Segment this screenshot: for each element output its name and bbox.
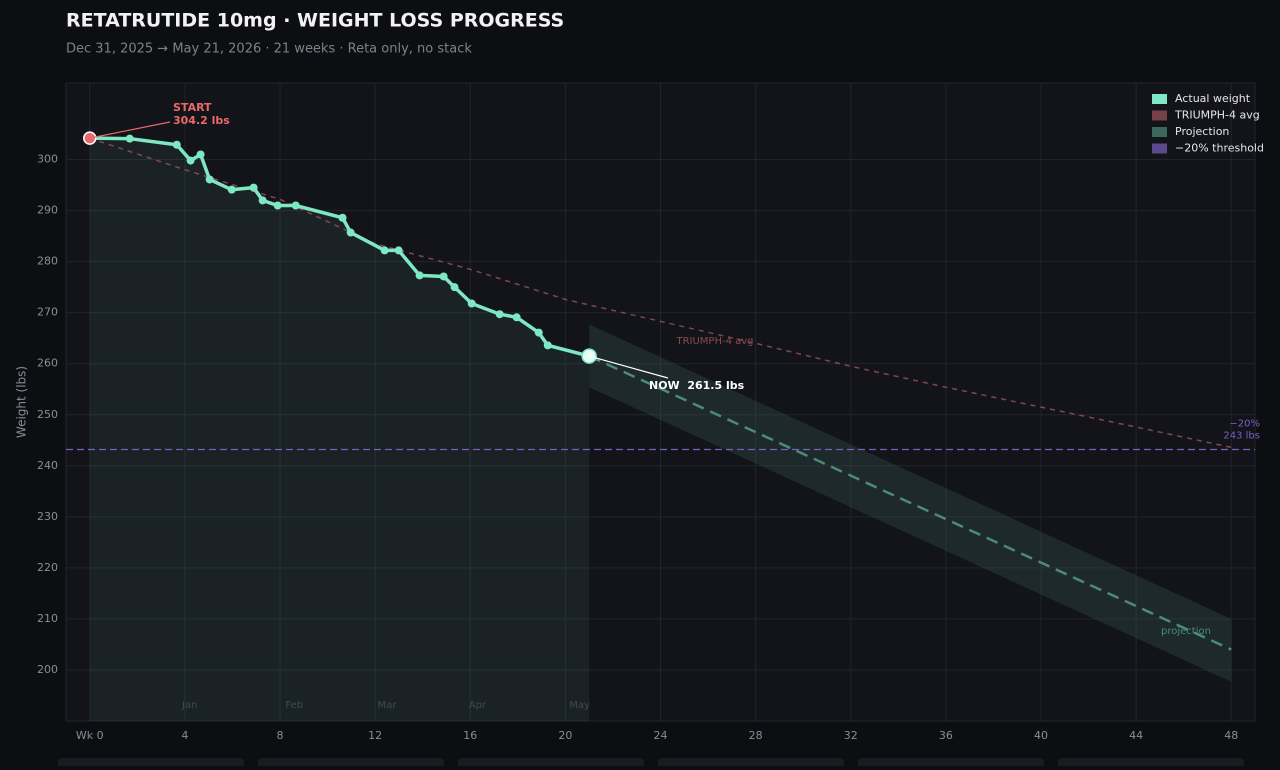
month-label: May bbox=[569, 700, 590, 711]
x-tick-label: Wk 0 bbox=[76, 729, 104, 742]
annotation-arrow bbox=[89, 121, 171, 139]
y-tick-label: 200 bbox=[37, 663, 58, 676]
data-point bbox=[125, 134, 134, 143]
annotation: NOW 261.5 lbs bbox=[649, 379, 745, 392]
data-point bbox=[534, 328, 543, 337]
data-point bbox=[439, 272, 448, 281]
annotation-arrow bbox=[588, 355, 669, 379]
data-point bbox=[273, 201, 282, 210]
y-tick-label: 250 bbox=[37, 408, 58, 421]
x-tick-label: 36 bbox=[939, 729, 953, 742]
x-tick-label: 16 bbox=[463, 729, 477, 742]
legend-label: Projection bbox=[1175, 125, 1229, 138]
data-point bbox=[291, 201, 300, 210]
x-tick-label: 20 bbox=[558, 729, 572, 742]
x-tick-label: 48 bbox=[1224, 729, 1238, 742]
x-tick-label: 4 bbox=[181, 729, 188, 742]
month-label: Feb bbox=[285, 700, 303, 711]
bottom-tabs bbox=[58, 758, 1244, 770]
x-tick-label: 32 bbox=[844, 729, 858, 742]
month-label: Mar bbox=[378, 700, 398, 711]
data-point bbox=[394, 246, 403, 255]
legend-label: −20% threshold bbox=[1175, 142, 1264, 155]
x-tick-label: 44 bbox=[1129, 729, 1143, 742]
actual-area bbox=[89, 138, 590, 722]
data-point bbox=[186, 156, 195, 165]
data-point bbox=[467, 299, 476, 308]
annotation: START bbox=[173, 101, 212, 114]
month-label: Apr bbox=[469, 700, 487, 711]
legend-swatch bbox=[1152, 143, 1167, 154]
y-tick-label: 280 bbox=[37, 255, 58, 268]
y-tick-label: 270 bbox=[37, 306, 58, 319]
y-axis-label: Weight (lbs) bbox=[15, 366, 29, 438]
y-tick-label: 290 bbox=[37, 204, 58, 217]
data-point bbox=[450, 283, 459, 292]
x-tick-label: 8 bbox=[277, 729, 284, 742]
y-tick-label: 210 bbox=[37, 612, 58, 625]
y-tick-label: 230 bbox=[37, 510, 58, 523]
annotation: 304.2 lbs bbox=[173, 114, 230, 127]
chart-title: RETATRUTIDE 10mg · WEIGHT LOSS PROGRESS bbox=[66, 10, 564, 32]
y-tick-label: 300 bbox=[37, 153, 58, 166]
x-tick-label: 24 bbox=[654, 729, 668, 742]
annotation: projection bbox=[1161, 626, 1211, 637]
data-point bbox=[172, 140, 181, 149]
x-tick-label: 40 bbox=[1034, 729, 1048, 742]
data-point bbox=[380, 246, 389, 255]
x-tick-label: 12 bbox=[368, 729, 382, 742]
data-point bbox=[512, 313, 521, 322]
data-point bbox=[495, 310, 504, 319]
legend-label: Actual weight bbox=[1175, 92, 1251, 105]
data-point bbox=[346, 228, 355, 237]
month-label: Jan bbox=[181, 700, 197, 711]
annotation: TRIUMPH-4 avg bbox=[675, 336, 753, 347]
data-point bbox=[415, 271, 424, 280]
threshold-label: 243 lbs bbox=[1223, 430, 1260, 441]
data-point bbox=[205, 175, 214, 184]
data-point bbox=[258, 196, 267, 205]
data-point bbox=[196, 150, 205, 159]
series-line bbox=[89, 137, 1232, 449]
data-point bbox=[543, 341, 552, 350]
data-point bbox=[227, 185, 236, 194]
y-tick-label: 220 bbox=[37, 561, 58, 574]
legend-swatch bbox=[1152, 127, 1167, 137]
legend-label: TRIUMPH-4 avg bbox=[1174, 109, 1260, 122]
data-point bbox=[249, 183, 258, 192]
threshold-label: −20% bbox=[1229, 418, 1260, 429]
legend-swatch bbox=[1152, 94, 1167, 104]
series-line bbox=[588, 354, 1232, 651]
y-tick-label: 260 bbox=[37, 357, 58, 370]
chart-subtitle: Dec 31, 2025 → May 21, 2026 · 21 weeks ·… bbox=[66, 42, 472, 57]
x-tick-label: 28 bbox=[749, 729, 763, 742]
data-point bbox=[338, 213, 347, 222]
legend-swatch bbox=[1152, 110, 1167, 121]
y-tick-label: 240 bbox=[37, 459, 58, 472]
